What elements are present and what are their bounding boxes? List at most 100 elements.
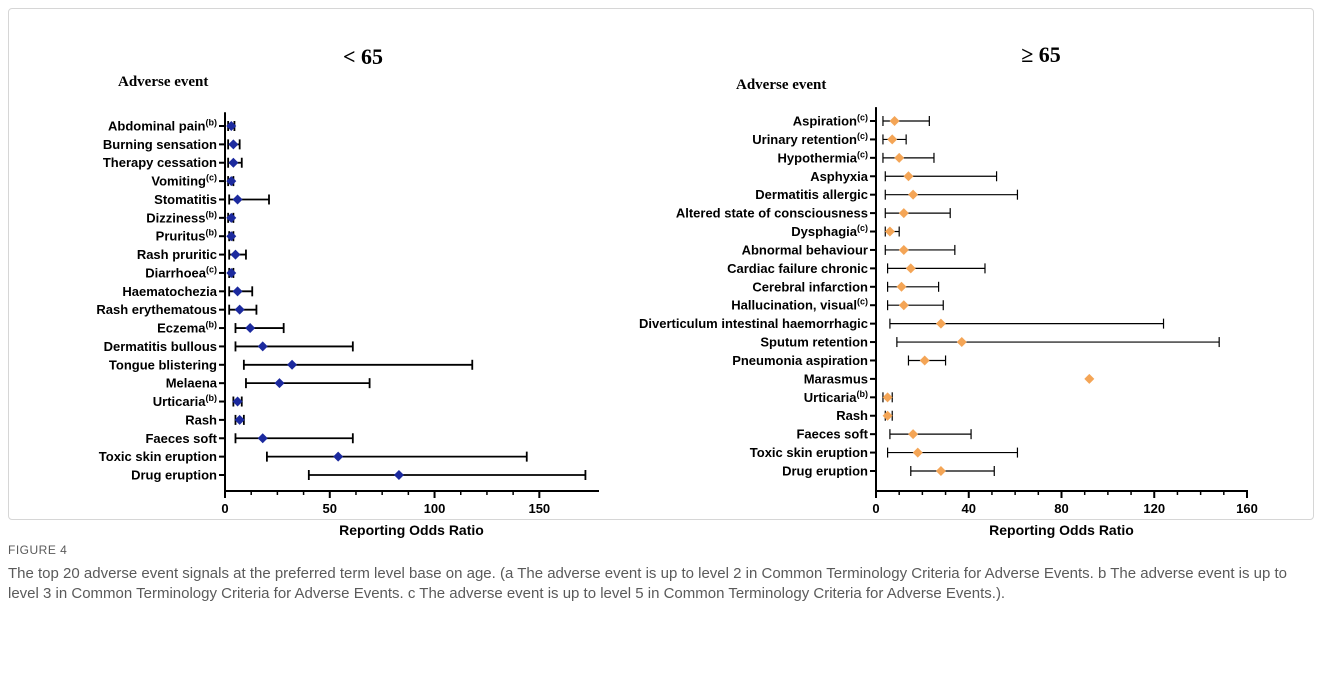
over-65-category-label: Toxic skin eruption [750,445,868,460]
under-65-category-name: Pruritus [156,229,206,244]
over-65-x-tick-label: 0 [872,501,879,516]
under-65-x-axis-label: Reporting Odds Ratio [339,522,484,538]
over-65-point-marker [956,337,967,348]
over-65-x-axis-label: Reporting Odds Ratio [989,522,1134,538]
under-65-category-label: Burning sensation [103,137,217,152]
over-65-point-marker [935,466,946,476]
over-65-panel: ≥ 65 Adverse event 0 40 80 120 160 Reporting Od… [639,42,1258,538]
forest-plot-figure: < 65 Adverse event 0 50 100 150 Reporting Odds… [96,42,1258,538]
under-65-x-tick-label: 0 [221,501,228,516]
under-65-point-marker [287,359,298,370]
under-65-point-marker [245,323,256,334]
under-65-title: < 65 [343,44,383,69]
over-65-category-label: Asphyxia [810,169,869,184]
over-65-category-name: Cerebral infarction [752,279,868,294]
under-65-category-name: Burning sensation [103,137,217,152]
over-65-category-name: Dysphagia [791,224,858,239]
over-65-category-label: Marasmus [804,371,868,386]
over-65-point-marker [908,189,919,200]
under-65-point-marker [393,470,404,480]
under-65-category-name: Rash erythematous [96,302,217,317]
under-65-category-superscript: (b) [206,320,218,330]
over-65-category-name: Sputum retention [760,335,868,350]
under-65-point-marker [333,451,344,462]
over-65-category-heading: Adverse event [736,77,826,93]
over-65-point-marker [935,318,946,329]
under-65-category-name: Drug eruption [131,468,217,483]
over-65-point-marker [882,392,893,403]
over-65-point-marker [905,263,916,274]
over-65-x-tick-label: 80 [1054,501,1068,516]
under-65-point-marker [234,304,245,315]
under-65-category-label: Drug eruption [131,468,217,483]
under-65-panel: < 65 Adverse event 0 50 100 150 Reporting Odds… [96,44,599,538]
under-65-point-marker [226,267,237,278]
over-65-category-label: Hypothermia(c) [778,149,868,165]
under-65-category-label: Dermatitis bullous [104,339,217,354]
over-65-category-name: Altered state of consciousness [676,206,868,221]
over-65-title: ≥ 65 [1021,42,1061,67]
over-65-category-name: Faeces soft [796,427,868,442]
under-65-category-name: Haematochezia [122,284,217,299]
under-65-category-superscript: (b) [206,228,218,238]
under-65-category-label: Toxic skin eruption [99,449,217,464]
over-65-category-superscript: (c) [857,223,868,233]
over-65-category-label: Dermatitis allergic [755,187,868,202]
under-65-category-superscript: (c) [206,264,217,274]
over-65-category-name: Rash [836,408,868,423]
under-65-point-marker [232,194,243,205]
under-65-category-label: Pruritus(b) [156,228,217,244]
over-65-point-marker [898,208,909,219]
over-65-point-marker [919,355,930,366]
over-65-category-label: Dysphagia(c) [791,223,868,239]
over-65-point-marker [898,244,909,255]
over-65-category-superscript: (c) [857,297,868,307]
over-65-category-name: Aspiration [793,114,857,129]
under-65-category-label: Faeces soft [145,431,217,446]
under-65-point-marker [228,139,239,150]
under-65-point-marker [228,157,239,168]
over-65-category-label: Sputum retention [760,335,868,350]
under-65-category-name: Rash pruritic [137,247,217,262]
over-65-category-name: Asphyxia [810,169,869,184]
over-65-category-label: Faeces soft [796,427,868,442]
under-65-point-marker [232,396,243,407]
under-65-category-name: Urticaria [153,394,207,409]
over-65-category-name: Cardiac failure chronic [727,261,868,276]
under-65-category-superscript: (b) [206,393,218,403]
over-65-category-name: Hallucination, visual [731,298,857,313]
over-65-category-label: Pneumonia aspiration [732,353,868,368]
over-65-category-superscript: (c) [857,113,868,123]
over-65-category-label: Altered state of consciousness [676,206,868,221]
over-65-category-name: Urticaria [804,390,858,405]
over-65-point-marker [882,410,893,421]
under-65-category-heading: Adverse event [118,74,208,90]
under-65-category-label: Dizziness(b) [146,209,217,225]
figure-caption: FIGURE 4 The top 20 adverse event signal… [8,543,1308,604]
under-65-category-label: Urticaria(b) [153,393,217,409]
under-65-category-name: Dizziness [146,210,205,225]
under-65-point-marker [232,286,243,297]
under-65-category-superscript: (b) [206,118,218,128]
over-65-x-tick-label: 120 [1143,501,1165,516]
figure-label: FIGURE 4 [8,543,68,557]
over-65-category-name: Pneumonia aspiration [732,353,868,368]
over-65-category-label: Cerebral infarction [752,279,868,294]
under-65-point-marker [226,176,237,187]
over-65-category-name: Dermatitis allergic [755,187,868,202]
over-65-x-tick-label: 40 [962,501,976,516]
under-65-category-name: Faeces soft [145,431,217,446]
under-65-category-label: Tongue blistering [109,357,217,372]
under-65-category-name: Vomiting [151,174,206,189]
over-65-point-marker [887,134,898,145]
over-65-point-marker [912,447,923,458]
over-65-category-label: Drug eruption [782,464,868,479]
over-65-category-superscript: (b) [857,389,869,399]
over-65-category-name: Diverticulum intestinal haemorrhagic [639,316,868,331]
under-65-category-label: Diarrhoea(c) [145,264,217,280]
over-65-point-marker [908,429,919,440]
under-65-category-label: Eczema(b) [157,320,217,336]
under-65-category-superscript: (c) [206,173,217,183]
over-65-point-marker [884,226,895,237]
over-65-category-label: Urticaria(b) [804,389,868,405]
